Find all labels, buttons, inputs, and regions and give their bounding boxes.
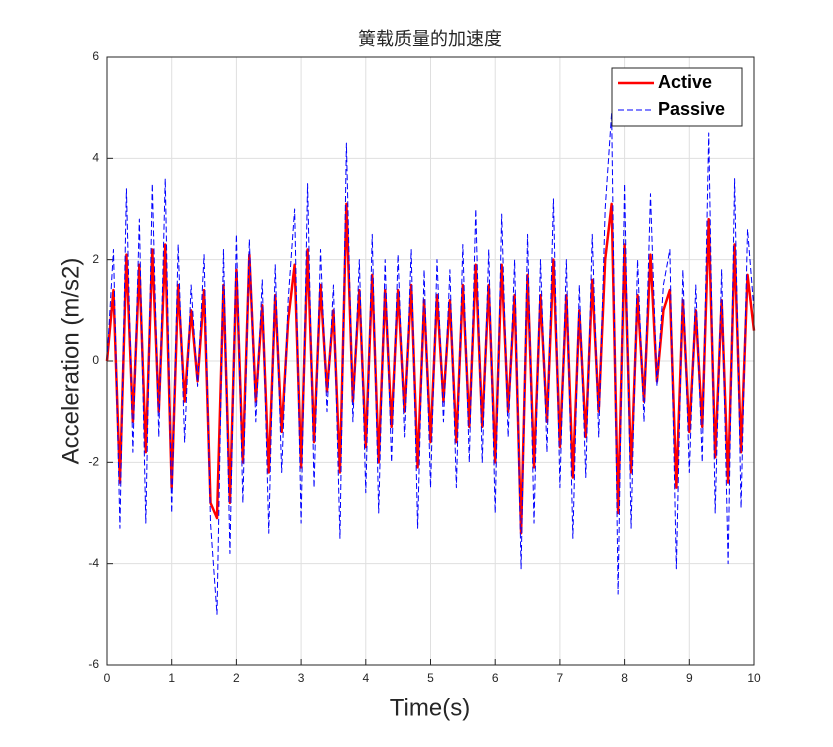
x-tick-label: 6 xyxy=(492,671,499,685)
series-line xyxy=(105,202,756,535)
y-axis-label: Acceleration (m/s2) xyxy=(57,258,84,465)
x-tick-label: 0 xyxy=(104,671,111,685)
x-tick-label: 3 xyxy=(298,671,305,685)
chart-title: 簧载质量的加速度 xyxy=(358,29,502,50)
x-tick-label: 9 xyxy=(686,671,693,685)
x-tick-label: 4 xyxy=(362,671,369,685)
y-tick-label: 4 xyxy=(92,151,99,165)
x-tick-label: 2 xyxy=(233,671,240,685)
legend-label: Active xyxy=(658,72,712,92)
y-tick-label: -2 xyxy=(88,455,99,469)
axes-box xyxy=(106,56,755,666)
x-tick-label: 5 xyxy=(427,671,434,685)
series-line xyxy=(106,112,755,615)
y-tick-label: -4 xyxy=(88,556,99,570)
x-tick-label: 8 xyxy=(621,671,628,685)
y-tick-label: 2 xyxy=(92,252,99,266)
y-tick-label: 0 xyxy=(92,353,99,367)
y-tick-label: -6 xyxy=(88,657,99,671)
legend-label: Passive xyxy=(658,99,725,119)
x-axis-label: Time(s) xyxy=(390,694,470,721)
x-tick-label: 10 xyxy=(747,671,761,685)
legend-box xyxy=(611,67,743,127)
x-tick-label: 7 xyxy=(557,671,564,685)
x-tick-label: 1 xyxy=(168,671,175,685)
y-tick-label: 6 xyxy=(92,49,99,63)
